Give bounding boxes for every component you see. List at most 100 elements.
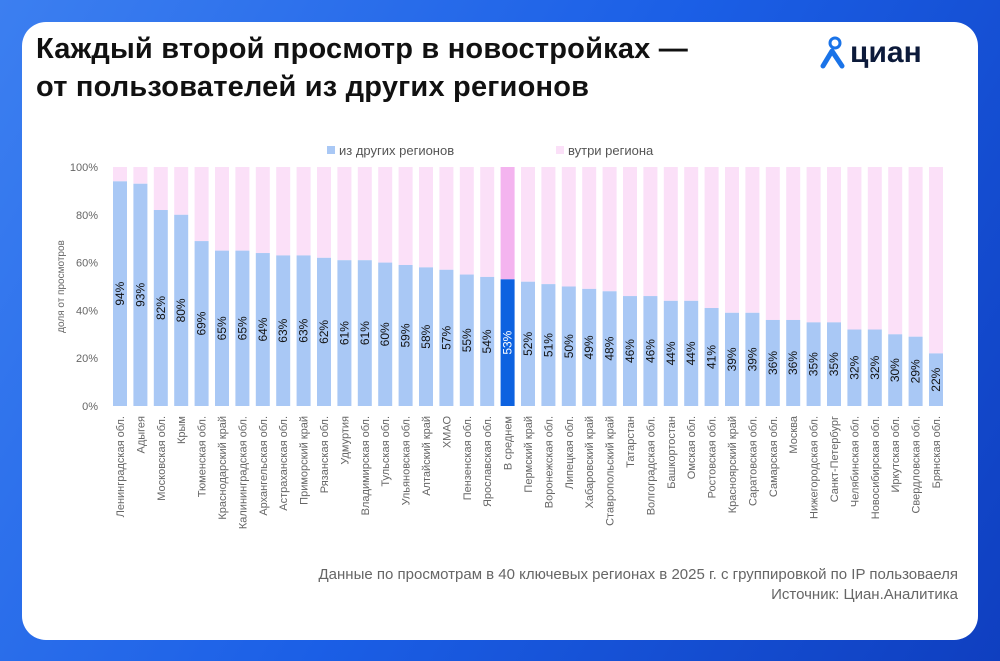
data-label: 36% bbox=[766, 351, 780, 375]
bar-other bbox=[133, 183, 148, 406]
x-tick-label: Новосибирская обл. bbox=[870, 416, 882, 519]
title-line-1: Каждый второй просмотр в новостройках — bbox=[36, 33, 688, 65]
bar-other bbox=[643, 296, 658, 406]
bar-inside bbox=[908, 167, 923, 337]
data-label: 94% bbox=[113, 281, 127, 305]
data-label: 93% bbox=[133, 283, 147, 307]
bar-other bbox=[623, 296, 637, 406]
bar-other bbox=[480, 276, 495, 406]
data-label: 35% bbox=[807, 352, 821, 376]
data-label: 32% bbox=[847, 355, 861, 379]
data-label: 48% bbox=[603, 336, 617, 360]
data-label: 62% bbox=[317, 320, 331, 344]
bar-inside bbox=[684, 167, 699, 301]
bar-inside bbox=[521, 167, 535, 282]
data-label: 46% bbox=[623, 339, 637, 363]
data-label: 61% bbox=[337, 321, 351, 345]
x-tick-label: Саратовская обл. bbox=[747, 416, 759, 506]
bar-other bbox=[888, 334, 903, 406]
x-tick-label: Ставропольский край bbox=[605, 416, 617, 526]
bar-inside bbox=[806, 167, 821, 323]
data-label: 53% bbox=[501, 330, 515, 354]
x-tick-label: Челябинская обл. bbox=[849, 416, 861, 507]
data-label: 46% bbox=[643, 339, 657, 363]
bar-inside bbox=[174, 167, 189, 215]
bar-other bbox=[419, 267, 433, 406]
x-tick-label: Ростовская обл. bbox=[707, 416, 719, 498]
legend-label-inside: вутри региона bbox=[568, 143, 654, 158]
data-label: 64% bbox=[256, 317, 270, 341]
x-tick-label: В среднем bbox=[503, 416, 515, 470]
x-tick-label: Ульяновская обл. bbox=[401, 416, 413, 505]
bar-other bbox=[663, 300, 678, 406]
bar-inside bbox=[378, 167, 393, 263]
data-label: 49% bbox=[582, 335, 596, 359]
bar-inside bbox=[194, 167, 209, 242]
y-tick-label: 60% bbox=[76, 258, 98, 270]
bar-inside bbox=[113, 167, 127, 182]
bar-inside bbox=[541, 167, 556, 285]
bar-inside bbox=[725, 167, 739, 313]
cian-pin-icon bbox=[820, 36, 845, 69]
x-tick-label: Удмуртия bbox=[339, 416, 351, 465]
bar-other bbox=[357, 260, 372, 406]
data-label: 63% bbox=[276, 318, 290, 342]
bar-other bbox=[704, 308, 719, 406]
x-tick-label: Иркутская обл. bbox=[890, 416, 902, 492]
bar-inside bbox=[276, 167, 291, 256]
bar-inside bbox=[419, 167, 433, 268]
logo-text: циан bbox=[850, 36, 922, 69]
bar-other bbox=[867, 329, 882, 406]
data-label: 60% bbox=[378, 322, 392, 346]
title-line-2: от пользователей из других регионов bbox=[36, 71, 590, 103]
bar-inside bbox=[704, 167, 719, 309]
data-label: 59% bbox=[399, 323, 413, 347]
bar-inside bbox=[296, 167, 311, 256]
bar-inside bbox=[827, 167, 841, 323]
data-label: 51% bbox=[541, 333, 555, 357]
data-label: 29% bbox=[909, 359, 923, 383]
bar-other bbox=[113, 181, 127, 406]
x-tick-label: Нижегородская обл. bbox=[809, 416, 821, 519]
data-label: 57% bbox=[439, 326, 453, 350]
bar-other bbox=[398, 264, 413, 406]
bar-other bbox=[602, 291, 617, 406]
x-tick-label: Владимирская обл. bbox=[360, 416, 372, 515]
bar-other bbox=[521, 281, 535, 406]
data-label: 55% bbox=[460, 328, 474, 352]
bar-other bbox=[745, 312, 760, 406]
x-tick-label: Рязанская обл. bbox=[319, 416, 331, 493]
y-tick-label: 20% bbox=[76, 353, 98, 365]
bar-other bbox=[541, 284, 556, 406]
y-tick-label: 80% bbox=[76, 210, 98, 222]
bar-other bbox=[908, 336, 923, 406]
bar-inside bbox=[480, 167, 495, 277]
data-label: 54% bbox=[480, 329, 494, 353]
bar-inside bbox=[582, 167, 597, 289]
bar-other bbox=[827, 322, 841, 406]
bar-other bbox=[582, 288, 597, 406]
bar-inside bbox=[888, 167, 903, 335]
bar-other bbox=[439, 269, 454, 406]
x-tick-label: Калининградская обл. bbox=[237, 416, 249, 529]
x-tick-label: Воронежская обл. bbox=[543, 416, 555, 508]
bar-inside bbox=[643, 167, 658, 297]
bar-inside bbox=[786, 167, 801, 320]
legend-swatch-inside bbox=[556, 146, 564, 154]
bar-other bbox=[786, 319, 801, 406]
data-label: 39% bbox=[745, 347, 759, 371]
bar-other bbox=[235, 250, 250, 406]
bar-other bbox=[806, 322, 821, 406]
x-tick-label: Тульская обл. bbox=[380, 416, 392, 487]
bar-inside bbox=[215, 167, 229, 251]
bar-inside bbox=[133, 167, 148, 184]
x-tick-label: Алтайский край bbox=[421, 416, 433, 496]
bar-inside bbox=[929, 167, 943, 354]
bar-inside bbox=[439, 167, 454, 270]
bar-other bbox=[317, 257, 331, 406]
x-tick-label: Астраханская обл. bbox=[278, 416, 290, 511]
x-tick-label: Волгоградская обл. bbox=[645, 416, 657, 515]
x-tick-label: Приморский край bbox=[299, 416, 311, 505]
data-label: 61% bbox=[358, 321, 372, 345]
